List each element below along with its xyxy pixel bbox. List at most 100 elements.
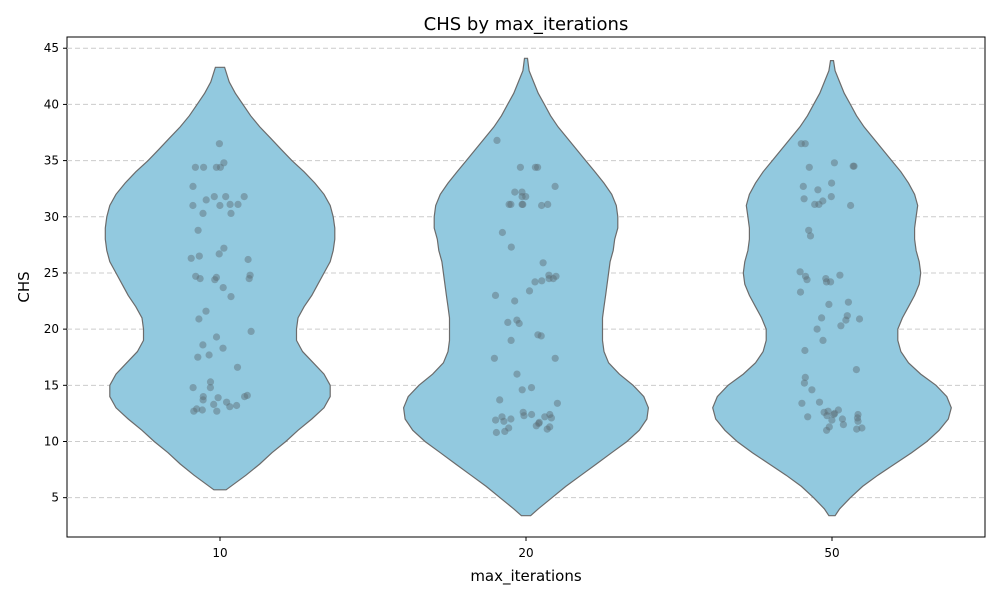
y-tick-label: 35 — [44, 154, 59, 168]
data-point — [206, 378, 215, 386]
data-point — [539, 259, 547, 267]
data-point — [518, 188, 526, 196]
violin-20 — [402, 57, 650, 517]
data-point — [205, 351, 213, 359]
chart-title: CHS by max_iterations — [424, 14, 629, 35]
y-tick-label: 5 — [51, 491, 59, 505]
y-axis-label: CHS — [15, 271, 33, 302]
data-point — [190, 407, 198, 415]
data-point — [243, 391, 251, 399]
data-point — [551, 354, 559, 362]
data-point — [852, 366, 861, 374]
data-point — [842, 316, 850, 324]
data-points — [187, 136, 866, 437]
data-point — [215, 250, 223, 258]
x-axis: 10 20 50 — [212, 537, 840, 560]
data-point — [853, 414, 862, 422]
data-point — [213, 407, 221, 415]
data-point — [491, 291, 500, 299]
data-point — [546, 423, 554, 431]
data-point — [844, 298, 853, 306]
data-point — [518, 193, 526, 201]
data-point — [828, 416, 836, 424]
data-point — [189, 384, 197, 392]
data-point — [525, 287, 534, 295]
data-point — [516, 163, 525, 171]
data-point — [195, 315, 203, 323]
violins — [104, 57, 952, 517]
data-point — [828, 179, 836, 187]
data-point — [198, 406, 206, 414]
data-point — [515, 319, 523, 328]
data-point — [223, 398, 231, 406]
data-point — [819, 197, 827, 205]
data-point — [511, 188, 519, 196]
data-point — [804, 413, 812, 421]
data-point — [815, 200, 823, 208]
data-point — [226, 403, 234, 411]
data-point — [814, 186, 822, 194]
data-point — [822, 275, 830, 283]
data-point — [534, 331, 542, 339]
data-point — [519, 408, 527, 416]
data-point — [808, 386, 816, 394]
data-point — [798, 399, 806, 407]
data-point — [801, 272, 810, 280]
data-point — [850, 162, 858, 170]
data-point — [527, 384, 536, 392]
data-point — [520, 412, 528, 420]
data-point — [222, 193, 230, 201]
data-point — [196, 275, 204, 283]
data-point — [531, 163, 540, 171]
data-point — [507, 336, 515, 344]
data-point — [535, 419, 543, 428]
y-tick-label: 25 — [44, 266, 59, 280]
data-point — [538, 201, 546, 210]
data-point — [827, 193, 835, 201]
data-point — [834, 406, 843, 414]
data-point — [234, 200, 242, 208]
data-point — [820, 408, 828, 416]
data-point — [212, 273, 220, 281]
data-point — [220, 244, 228, 252]
data-point — [813, 325, 821, 333]
data-point — [805, 226, 813, 234]
data-point — [492, 428, 500, 437]
data-point — [538, 277, 546, 285]
data-point — [545, 275, 553, 283]
data-point — [195, 252, 203, 260]
data-point — [545, 271, 553, 279]
data-point — [797, 140, 805, 148]
data-point — [194, 226, 202, 234]
data-point — [227, 209, 235, 217]
data-point — [202, 307, 210, 315]
y-tick-label: 40 — [44, 97, 59, 111]
y-tick-label: 20 — [44, 322, 59, 336]
data-point — [187, 254, 195, 262]
data-point — [498, 413, 506, 421]
data-point — [796, 268, 804, 276]
data-point — [505, 424, 513, 432]
data-point — [519, 200, 527, 208]
data-point — [220, 159, 228, 167]
data-point — [853, 425, 861, 433]
data-point — [824, 407, 832, 415]
data-point — [541, 413, 549, 421]
data-point — [837, 322, 845, 330]
data-point — [854, 410, 862, 419]
data-point — [216, 201, 224, 210]
data-point — [535, 418, 543, 426]
data-point — [531, 278, 539, 286]
data-point — [800, 195, 808, 203]
y-tick-label: 15 — [44, 378, 59, 392]
data-point — [518, 386, 526, 394]
x-tick-label: 10 — [212, 546, 227, 560]
data-point — [247, 327, 255, 335]
data-point — [552, 272, 560, 280]
data-point — [496, 396, 504, 404]
data-point — [210, 193, 218, 201]
data-point — [215, 140, 223, 148]
data-point — [546, 410, 554, 419]
x-tick-label: 50 — [824, 546, 839, 560]
